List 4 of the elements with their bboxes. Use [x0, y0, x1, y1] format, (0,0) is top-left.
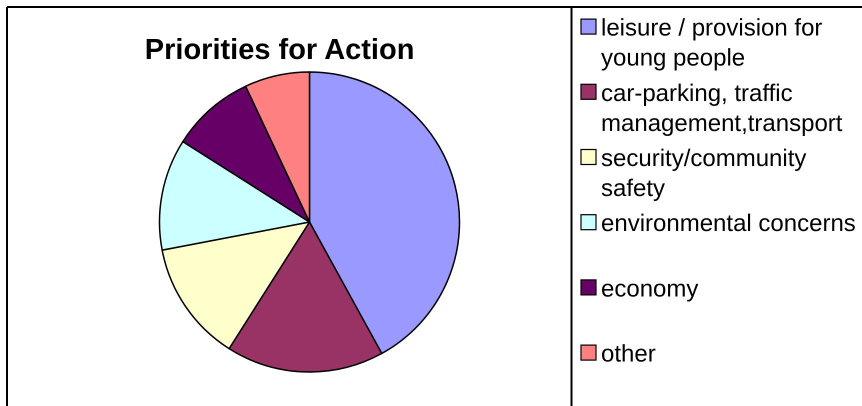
legend-label: environmental concerns: [601, 210, 856, 238]
legend-label: other: [601, 340, 656, 368]
text: Priorities for Action: [144, 34, 414, 66]
legend-label: economy: [601, 275, 698, 302]
